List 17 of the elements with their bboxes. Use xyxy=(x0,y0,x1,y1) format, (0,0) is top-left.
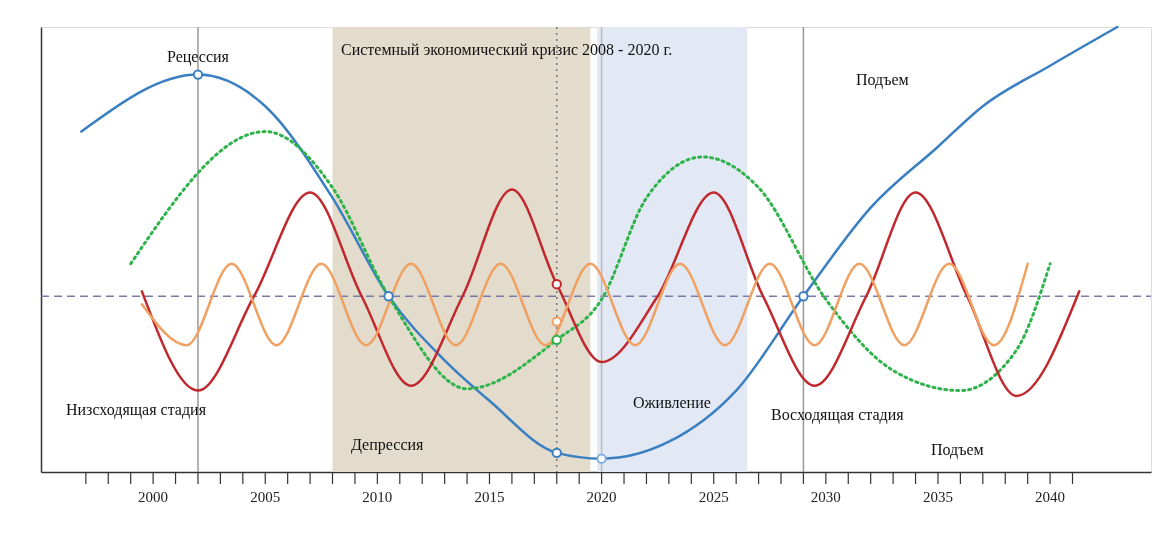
annotation: Системный экономический кризис 2008 - 2020 г. xyxy=(341,41,673,59)
x-tick-label: 2025 xyxy=(698,489,729,505)
annotation: Подъем xyxy=(856,71,909,89)
annotation: Низсходящая стадия xyxy=(66,401,207,419)
x-tick-label: 2015 xyxy=(474,489,505,505)
annotation: Депрессия xyxy=(351,436,425,454)
annotation: Рецессия xyxy=(166,47,230,66)
annotation: Восходящая стадия xyxy=(771,406,905,424)
annotation: Оживление xyxy=(633,394,711,411)
x-tick-label: 2000 xyxy=(138,489,169,505)
x-tick-label: 2010 xyxy=(362,489,393,505)
x-tick-label: 2040 xyxy=(1035,489,1066,505)
x-tick-label: 2035 xyxy=(922,489,953,505)
x-tick-label: 2030 xyxy=(810,489,841,505)
x-tick-label: 2005 xyxy=(250,489,281,505)
x-tick-label: 2020 xyxy=(586,489,617,505)
annotation: Подъем xyxy=(931,441,984,459)
